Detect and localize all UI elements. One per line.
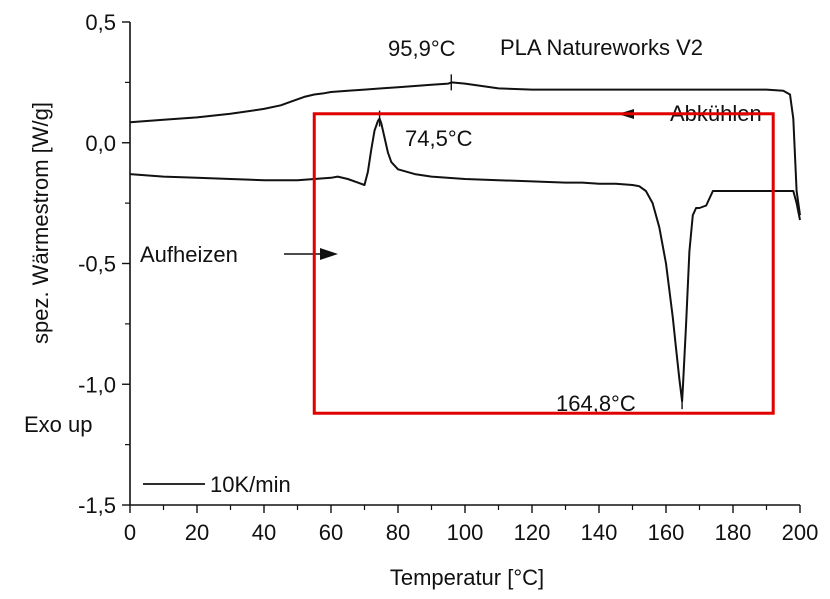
x-tick-label: 60: [319, 520, 343, 545]
y-tick-label: -0,5: [78, 252, 116, 277]
y-tick-label: -1,0: [78, 372, 116, 397]
x-tick-label: 100: [447, 520, 484, 545]
series-line-aufheizen: [129, 117, 801, 403]
x-tick-label: 120: [514, 520, 551, 545]
x-tick-label: 0: [124, 520, 136, 545]
y-tick-label: -1,5: [78, 493, 116, 518]
highlight-box: [312, 112, 775, 415]
series-line-abkhlen: [129, 81, 801, 216]
x-axis-label: Temperatur [°C]: [390, 565, 544, 590]
y-axis-label: spez. Wärmestrom [W/g]: [28, 102, 53, 344]
y-tick-label: 0,0: [85, 131, 116, 156]
y-tick-label: 0,5: [85, 10, 116, 35]
x-tick-label: 180: [715, 520, 752, 545]
annotation-marks: [378, 74, 683, 410]
series-group: [129, 81, 801, 403]
x-ticks: 0 20 40 60 80 100 120 140 160 180 200: [124, 505, 818, 545]
legend-label: 10K/min: [210, 472, 291, 497]
y-ticks: 0,5 0,0 -0,5 -1,0 -1,5: [78, 10, 130, 518]
exo-up-note: Exo up: [24, 412, 93, 437]
aufheizen-arrow: [284, 248, 338, 260]
x-tick-label: 200: [782, 520, 819, 545]
annotation-74-5: 74,5°C: [405, 126, 473, 151]
label-aufheizen: Aufheizen: [140, 242, 238, 267]
x-tick-label: 80: [386, 520, 410, 545]
annotation-95-9: 95,9°C: [388, 36, 456, 61]
x-tick-label: 20: [185, 520, 209, 545]
chart-title: PLA Natureworks V2: [500, 35, 703, 60]
legend: 10K/min: [143, 472, 291, 497]
x-tick-label: 40: [252, 520, 276, 545]
x-tick-label: 160: [648, 520, 685, 545]
x-tick-label: 140: [581, 520, 618, 545]
